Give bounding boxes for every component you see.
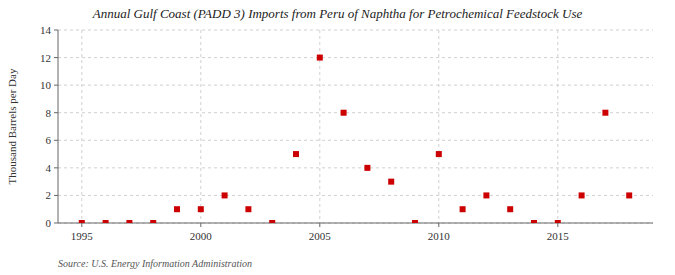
grid-line-x: [438, 30, 439, 223]
point: [126, 220, 132, 223]
grid-line-x: [557, 30, 558, 223]
x-axis-line: [58, 223, 653, 224]
y-tick: [54, 140, 58, 141]
y-tick-label: 6: [46, 134, 52, 146]
grid-line-y: [58, 195, 653, 196]
point: [364, 165, 370, 171]
point: [579, 192, 585, 198]
point: [150, 220, 156, 223]
y-tick-label: 0: [46, 217, 52, 229]
point: [626, 192, 632, 198]
axes: 0 2 4 6 8 10 12 14 1995 2000 2005 2010 2015: [40, 24, 653, 242]
y-tick: [54, 167, 58, 168]
point: [222, 192, 228, 198]
point: [436, 151, 442, 157]
point: [602, 110, 608, 116]
y-tick: [54, 57, 58, 58]
y-tick-label: 8: [46, 107, 52, 119]
y-tick: [54, 223, 58, 224]
points: [79, 55, 632, 223]
y-tick: [54, 30, 58, 31]
y-tick-label: 4: [46, 162, 52, 174]
point: [198, 206, 204, 212]
grid-line-y: [58, 85, 653, 86]
point: [555, 220, 561, 223]
point: [531, 220, 537, 223]
point: [507, 206, 513, 212]
point: [269, 220, 275, 223]
point: [412, 220, 418, 223]
point: [388, 179, 394, 185]
grid-line-x: [200, 30, 201, 223]
point: [245, 206, 251, 212]
y-axis-line: [58, 30, 59, 223]
grid-line-y: [58, 112, 653, 113]
x-tick: [319, 223, 320, 227]
point: [103, 220, 109, 223]
y-tick-label: 2: [46, 189, 52, 201]
x-tick-label: 2015: [547, 230, 570, 242]
x-tick-label: 1995: [71, 230, 94, 242]
y-tick-label: 12: [40, 52, 51, 64]
point: [79, 220, 85, 223]
y-tick-label: 14: [40, 24, 52, 36]
x-tick: [200, 223, 201, 227]
x-tick-label: 2000: [190, 230, 213, 242]
x-tick-label: 2005: [309, 230, 332, 242]
y-tick-label: 10: [40, 79, 52, 91]
grid-line-y: [58, 223, 653, 224]
chart: 0 2 4 6 8 10 12 14 1995 2000 2005 2010 2015 Annual Gu…: [0, 0, 675, 275]
y-tick: [54, 195, 58, 196]
grid-line-y: [58, 140, 653, 141]
point: [174, 206, 180, 212]
point: [460, 206, 466, 212]
y-axis-label: Thousand Barrels per Day: [6, 68, 18, 184]
y-tick: [54, 85, 58, 86]
x-tick-label: 2010: [428, 230, 451, 242]
x-tick: [438, 223, 439, 227]
title: Annual Gulf Coast (PADD 3) Imports from …: [92, 6, 583, 21]
grid: [58, 30, 653, 223]
point: [341, 110, 347, 116]
grid-line-y: [58, 30, 653, 31]
source-note: Source: U.S. Energy Information Administ…: [58, 258, 252, 269]
chart-container: 0 2 4 6 8 10 12 14 1995 2000 2005 2010 2015 Annual Gu…: [0, 0, 675, 275]
x-tick: [557, 223, 558, 227]
point: [317, 55, 323, 61]
grid-line-y: [58, 167, 653, 168]
x-tick: [81, 223, 82, 227]
grid-line-y: [58, 57, 653, 58]
point: [483, 192, 489, 198]
y-tick: [54, 112, 58, 113]
grid-line-x: [81, 30, 82, 223]
point: [293, 151, 299, 157]
